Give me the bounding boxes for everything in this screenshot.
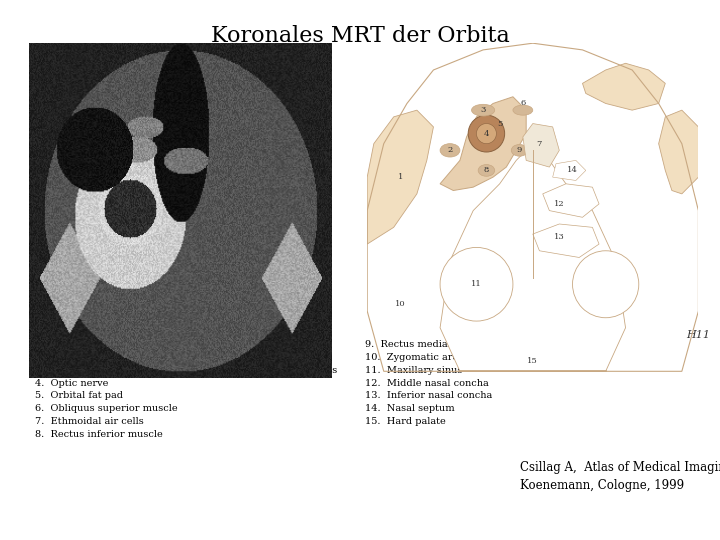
Text: 8: 8 <box>484 166 489 174</box>
Text: 2: 2 <box>447 146 453 154</box>
Polygon shape <box>523 124 559 167</box>
Ellipse shape <box>572 251 639 318</box>
Ellipse shape <box>440 247 513 321</box>
Ellipse shape <box>472 104 495 116</box>
Circle shape <box>468 115 505 152</box>
Text: 4: 4 <box>484 130 489 138</box>
Ellipse shape <box>478 165 495 176</box>
Text: Koronales MRT der Orbita: Koronales MRT der Orbita <box>211 25 509 47</box>
Text: Csillag A,  Atlas of Medical Imaging,
Koenemann, Cologne, 1999: Csillag A, Atlas of Medical Imaging, Koe… <box>520 461 720 492</box>
Ellipse shape <box>440 144 460 157</box>
Polygon shape <box>440 97 526 191</box>
Text: 6: 6 <box>521 99 526 107</box>
Text: 7: 7 <box>536 140 542 147</box>
Ellipse shape <box>513 105 533 115</box>
Polygon shape <box>553 160 586 180</box>
Text: 10: 10 <box>395 300 405 308</box>
Text: 13: 13 <box>554 233 564 241</box>
Text: 9.  Rectus medialis muscle
10.  Zygomatic arch + masseter muscle
11.  Maxillary : 9. Rectus medialis muscle 10. Zygomatic … <box>365 340 562 426</box>
Text: 1: 1 <box>397 173 403 181</box>
Polygon shape <box>582 63 665 110</box>
Polygon shape <box>659 110 698 194</box>
Text: 11: 11 <box>471 280 482 288</box>
Text: H11: H11 <box>686 330 710 340</box>
Polygon shape <box>440 144 626 372</box>
Ellipse shape <box>511 145 528 156</box>
Text: 14: 14 <box>567 166 578 174</box>
Text: 1.  Temporalis muscle
2.  Rectus lateralis muscle
3.  Rectus superior and levato: 1. Temporalis muscle 2. Rectus lateralis… <box>35 340 337 439</box>
Text: 12: 12 <box>554 200 564 208</box>
Circle shape <box>477 124 496 144</box>
Text: 15: 15 <box>528 357 538 365</box>
Polygon shape <box>543 184 599 217</box>
Text: 3: 3 <box>480 106 486 114</box>
Polygon shape <box>533 224 599 258</box>
Text: 5: 5 <box>497 119 503 127</box>
Text: 9: 9 <box>517 146 522 154</box>
Polygon shape <box>367 110 433 244</box>
